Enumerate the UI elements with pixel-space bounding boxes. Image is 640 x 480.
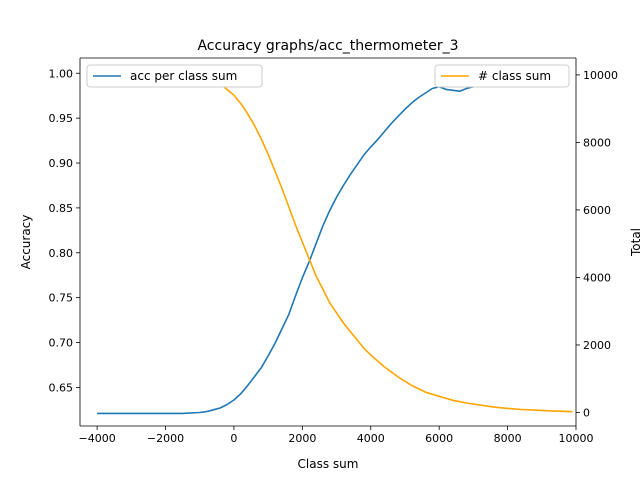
chart-title: Accuracy graphs/acc_thermometer_3 <box>197 38 458 54</box>
y-left-tick-label: 0.65 <box>49 381 74 394</box>
y-left-tick-label: 0.70 <box>49 337 74 350</box>
y-left-tick-label: 0.90 <box>49 157 74 170</box>
legend-left-label: acc per class sum <box>130 69 237 83</box>
x-tick-label: 4000 <box>357 432 385 445</box>
y-left-tick-label: 0.85 <box>49 202 74 215</box>
y-right-tick-label: 2000 <box>583 339 611 352</box>
x-tick-label: −4000 <box>78 432 115 445</box>
y-right-tick-label: 8000 <box>583 136 611 149</box>
plot-marks: −4000 −2000 0 2000 4000 6000 8000 10000 0.65 0.70… <box>49 57 618 445</box>
y-right-axis-label: Total <box>629 228 640 257</box>
x-tick-label: 2000 <box>288 432 316 445</box>
series-line-1 <box>97 74 573 413</box>
legend-left-box <box>86 64 263 88</box>
x-tick-label: 10000 <box>559 432 594 445</box>
x-tick-label: 6000 <box>425 432 453 445</box>
y-right-tick-label: 4000 <box>583 271 611 284</box>
x-axis-label: Class sum <box>298 457 359 471</box>
y-left-axis-label: Accuracy <box>19 215 33 270</box>
y-left-tick-label: 1.00 <box>49 67 74 80</box>
x-tick-label: −2000 <box>147 432 184 445</box>
x-tick-label: 0 <box>230 432 237 445</box>
legend-right-box <box>434 64 570 88</box>
y-left-tick-label: 0.75 <box>49 292 74 305</box>
y-left-tick-label: 0.95 <box>49 112 74 125</box>
legend-right-label: # class sum <box>478 69 551 83</box>
series-line-0 <box>97 76 532 415</box>
y-right-tick-label: 6000 <box>583 204 611 217</box>
y-right-tick-label: 10000 <box>583 69 618 82</box>
x-tick-label: 8000 <box>494 432 522 445</box>
y-right-tick-label: 0 <box>583 406 590 419</box>
y-left-tick-label: 0.80 <box>49 247 74 260</box>
